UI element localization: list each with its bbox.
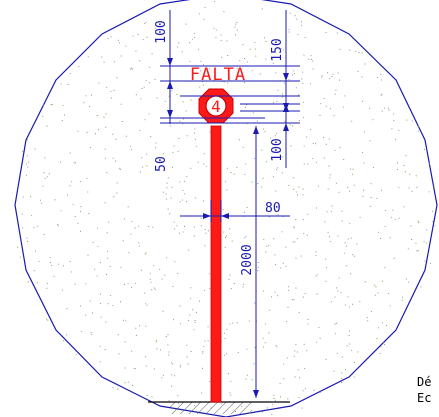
note-line-1: Dé xyxy=(417,375,431,389)
dim-post-width: 80 xyxy=(265,201,281,216)
dim-top-right: 150 xyxy=(270,38,285,61)
sign-post xyxy=(210,125,222,403)
dim-post-height: 2000 xyxy=(240,244,255,275)
ground-hatch xyxy=(170,402,252,414)
dim-right-lower: 100 xyxy=(270,138,285,161)
boundary-circle xyxy=(14,0,438,417)
dimension-lines xyxy=(160,10,300,398)
note-line-2: Ec xyxy=(417,391,431,405)
dim-top-left: 100 xyxy=(154,20,169,43)
dimension-arrows xyxy=(167,58,289,398)
speckle-texture xyxy=(17,1,436,417)
sign-number: 4 xyxy=(211,97,221,116)
sign-label: FALTA xyxy=(190,65,246,85)
dim-left-lower: 50 xyxy=(154,156,169,172)
